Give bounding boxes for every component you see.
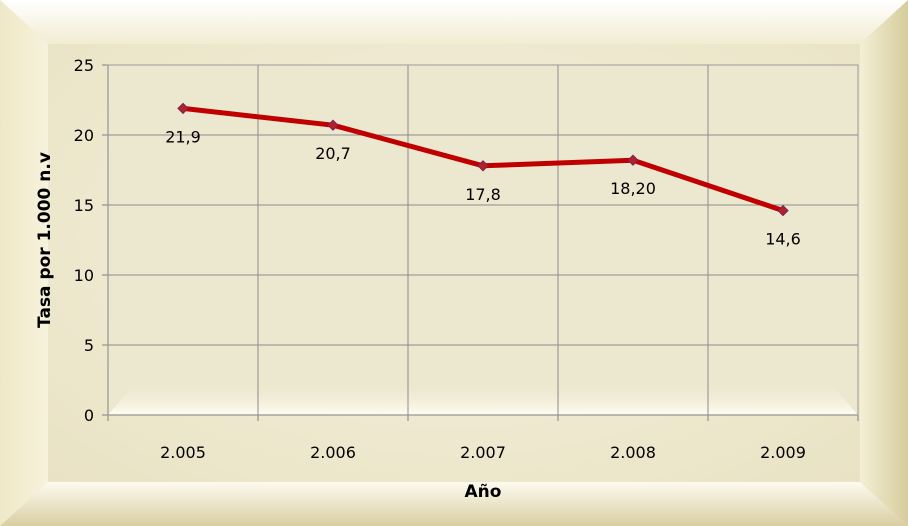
x-tick-label: 2.007: [460, 443, 506, 462]
y-tick-label: 5: [84, 336, 94, 355]
y-tick-label: 0: [84, 406, 94, 425]
gridlines: [102, 64, 859, 421]
data-labels: 21,9 20,7 17,8 18,20 14,6: [165, 127, 801, 248]
y-tick-label: 25: [74, 56, 94, 75]
x-tick-label: 2.006: [310, 443, 356, 462]
data-point-marker: [177, 102, 189, 115]
data-point-marker: [327, 119, 339, 131]
axes: [107, 64, 859, 416]
plot-area: [108, 65, 858, 415]
x-axis-title: Año: [465, 482, 502, 502]
y-tick-labels: 0 5 10 15 20 25: [74, 56, 94, 425]
data-label: 20,7: [315, 144, 351, 163]
plot-border: [107, 64, 859, 416]
data-label: 17,8: [465, 185, 501, 204]
series-markers: [177, 102, 789, 217]
y-tick-label: 10: [74, 266, 94, 285]
y-tick-label: 15: [74, 196, 94, 215]
data-point-marker: [477, 160, 489, 172]
data-point-marker: [627, 154, 639, 166]
y-tick-label: 20: [74, 126, 94, 145]
data-label: 21,9: [165, 127, 201, 146]
x-tick-label: 2.005: [160, 443, 206, 462]
x-tick-labels: 2.005 2.006 2.007 2.008 2.009: [160, 443, 806, 462]
data-label: 14,6: [765, 230, 801, 249]
y-axis-title: Tasa por 1.000 n.v: [35, 152, 55, 328]
x-tick-label: 2.009: [760, 443, 806, 462]
x-tick-label: 2.008: [610, 443, 656, 462]
data-label: 18,20: [610, 179, 656, 198]
data-point-marker: [777, 204, 789, 217]
